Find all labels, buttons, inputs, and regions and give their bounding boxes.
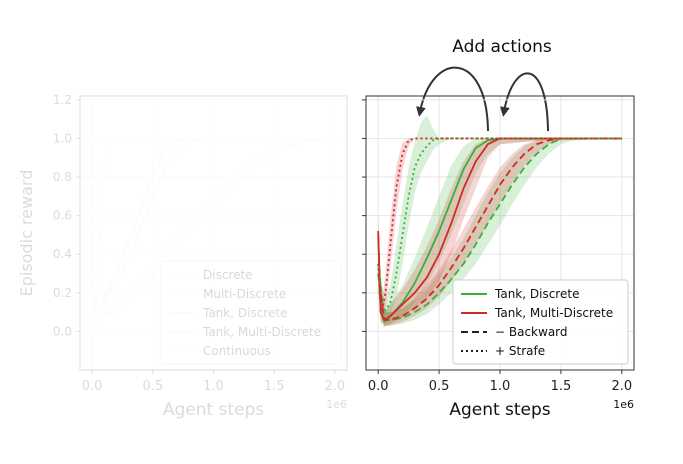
y-tick-label: 0.8 [53, 170, 72, 184]
y-tick-label: 0.2 [53, 286, 72, 300]
legend-label: + Strafe [495, 344, 545, 358]
series-line [88, 137, 335, 314]
chart-right-lines [377, 137, 622, 323]
x-tick-label: 1.0 [490, 379, 511, 394]
chart-left: 0.0 0.5 1.0 1.5 2.0 0.0 0.2 0.4 0.6 0.8 1.0 1.2 Ag… [17, 93, 348, 420]
chart-left-frame [79, 95, 348, 371]
chart-left-grid [80, 96, 347, 370]
series-line [377, 137, 622, 314]
series-line [377, 137, 622, 314]
confidence-band [378, 138, 622, 328]
chart-left-x-axis-label: Agent steps [163, 400, 264, 420]
chart-right-x-offset: 1e6 [613, 398, 634, 411]
chart-left-x-offset: 1e6 [326, 398, 347, 411]
x-tick-label: 0.5 [142, 379, 163, 394]
chart-left-legend: Discrete Multi-Discrete Tank, Discrete Tank… [160, 260, 342, 365]
legend-label: Tank, Multi-Discrete [202, 325, 321, 339]
legend-label: Discrete [203, 268, 253, 282]
series-line [377, 137, 622, 321]
legend-label: Continuous [203, 344, 271, 358]
chart-left-y-axis-label: Episodic reward [17, 170, 36, 297]
legend-label: − Backward [495, 325, 568, 339]
series-line [91, 137, 335, 313]
x-tick-label: 2.0 [325, 379, 346, 394]
chart-right-x-ticks: 0.0 0.5 1.0 1.5 2.0 [368, 370, 632, 394]
annotation-text: Add actions [452, 37, 552, 57]
series-line [377, 137, 622, 321]
y-tick-label: 0.0 [53, 324, 72, 338]
x-tick-label: 1.5 [264, 379, 285, 394]
legend-label: Tank, Multi-Discrete [494, 306, 613, 320]
series-line [91, 137, 335, 323]
confidence-band [378, 138, 622, 326]
chart-right-y-ticks [362, 99, 366, 332]
legend-label: Tank, Discrete [202, 306, 287, 320]
annotation-arrow-right [499, 72, 549, 132]
chart-right-x-axis-label: Agent steps [449, 400, 550, 420]
y-tick-label: 0.4 [53, 247, 72, 261]
confidence-band [378, 138, 622, 326]
annotation-arrow-left [416, 66, 489, 132]
x-tick-label: 0.5 [429, 379, 450, 394]
y-tick-label: 1.2 [53, 93, 72, 107]
legend-box [452, 279, 629, 365]
series-line [377, 137, 622, 321]
legend-label: Multi-Discrete [203, 287, 286, 301]
x-tick-label: 1.0 [203, 379, 224, 394]
chart-left-x-ticks: 0.0 0.5 1.0 1.5 2.0 [82, 370, 345, 394]
y-tick-label: 1.0 [53, 131, 72, 145]
chart-right-legend: Tank, Discrete Tank, Multi-Discrete − Back… [452, 279, 629, 365]
confidence-band [378, 138, 622, 326]
chart-right: 0.0 0.5 1.0 1.5 2.0 Agent steps 1e6 Tank, Di… [362, 95, 635, 420]
chart-left-y-ticks: 0.0 0.2 0.4 0.6 0.8 1.0 1.2 [53, 93, 80, 338]
legend-label: Tank, Discrete [494, 287, 579, 301]
legend-box [160, 260, 342, 365]
x-tick-label: 1.5 [551, 379, 572, 394]
y-tick-label: 0.6 [53, 209, 72, 223]
x-tick-label: 2.0 [611, 379, 632, 394]
x-tick-label: 0.0 [368, 379, 389, 394]
series-line [91, 137, 335, 313]
x-tick-label: 0.0 [82, 379, 103, 394]
chart-left-lines [88, 137, 335, 323]
series-line [91, 137, 335, 323]
